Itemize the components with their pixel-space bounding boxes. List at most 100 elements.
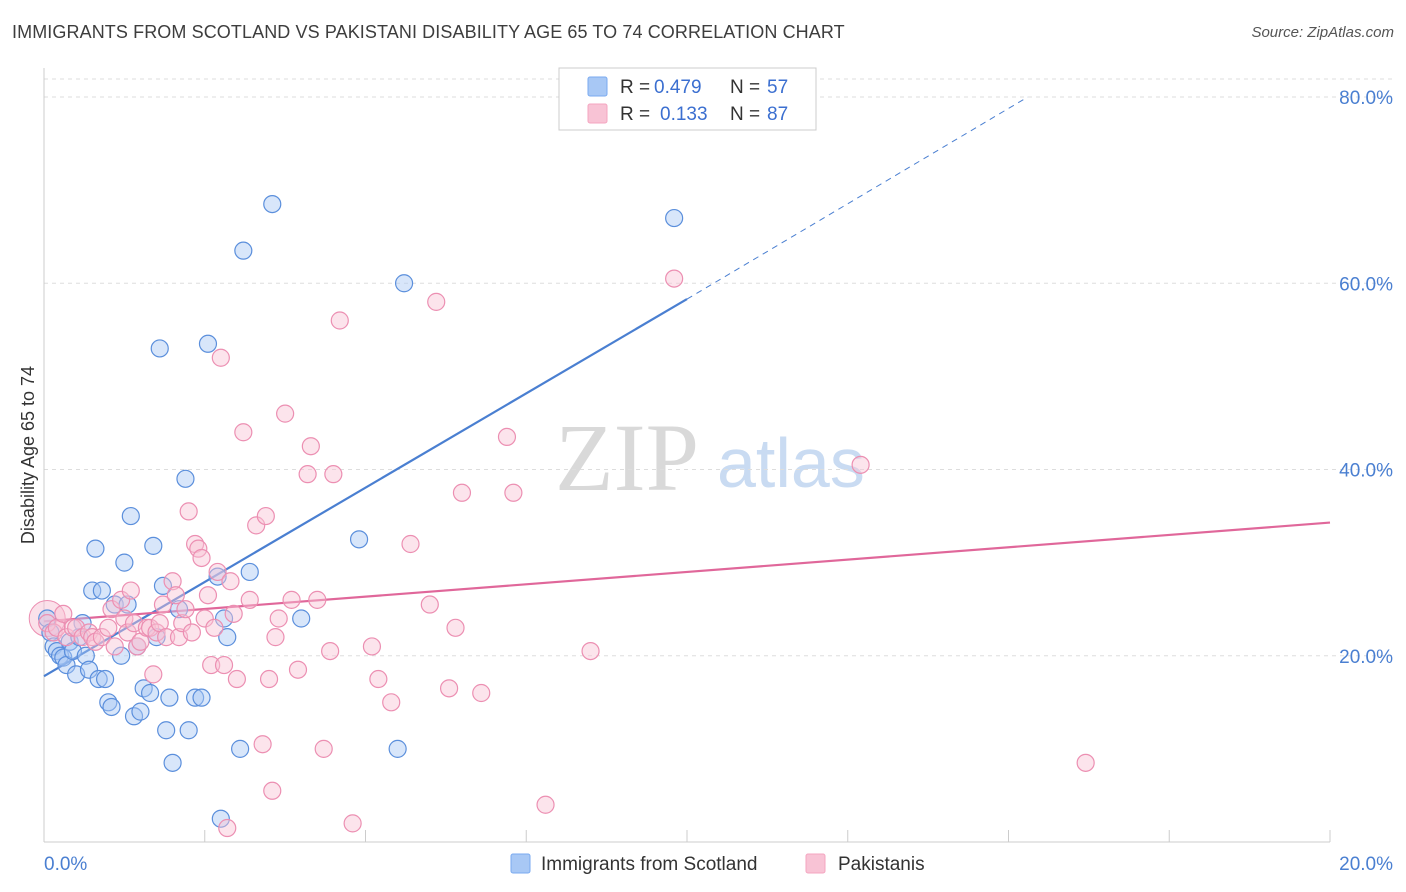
point-pakistanis <box>182 623 201 642</box>
point-scotland <box>186 688 205 707</box>
point-pakistanis <box>362 637 382 656</box>
point-pakistanis <box>211 348 230 367</box>
point-pakistanis <box>253 735 272 754</box>
point-pakistanis <box>54 604 73 623</box>
point-scotland <box>83 581 102 600</box>
point-pakistanis <box>308 590 327 609</box>
point-scotland <box>153 576 173 596</box>
point-pakistanis <box>166 586 185 605</box>
point-pakistanis <box>115 609 134 628</box>
point-pakistanis <box>288 660 308 679</box>
point-scotland <box>214 609 234 628</box>
point-scotland <box>121 506 140 526</box>
point-pakistanis <box>218 818 237 838</box>
point-scotland <box>240 562 259 582</box>
legend-n-value-scotland: 57 <box>767 77 788 98</box>
point-scotland <box>263 194 282 214</box>
legend-r-label-pakistanis: R = <box>620 104 650 125</box>
point-pakistanis <box>179 502 198 521</box>
point-pakistanis <box>38 614 57 633</box>
point-pakistanis <box>173 614 192 633</box>
point-pakistanis <box>112 590 131 609</box>
point-pakistanis <box>224 604 243 623</box>
point-pakistanis <box>163 572 182 591</box>
point-scotland <box>157 721 176 740</box>
point-pakistanis <box>452 483 472 502</box>
legend-n-label-pakistanis: N = <box>730 104 760 125</box>
point-pakistanis <box>227 669 246 689</box>
point-scotland <box>160 688 179 707</box>
point-scotland <box>349 530 369 549</box>
point-pakistanis <box>92 628 111 647</box>
point-pakistanis <box>263 781 282 800</box>
point-pakistanis <box>1076 753 1095 772</box>
point-scotland <box>234 241 253 260</box>
point-pakistanis <box>282 590 301 609</box>
point-pakistanis <box>176 600 195 619</box>
bottom-legend-label-scotland: Immigrants from Scotland <box>541 854 757 875</box>
point-pakistanis <box>427 292 446 311</box>
point-pakistanis <box>259 669 279 689</box>
watermark-zip: ZIP <box>555 404 699 511</box>
y-tick-label: 40.0% <box>1339 461 1393 482</box>
legend-swatch-scotland <box>587 76 608 97</box>
point-pakistanis <box>221 572 240 591</box>
legend-swatch-pakistanis <box>587 103 608 124</box>
legend-n-label-scotland: N = <box>730 77 760 98</box>
point-scotland <box>192 688 211 707</box>
point-pakistanis <box>324 465 343 484</box>
legend-r-value-pakistanis: 0.133 <box>660 104 708 125</box>
point-scotland <box>211 809 230 828</box>
point-pakistanis <box>144 665 163 684</box>
point-pakistanis <box>157 628 176 647</box>
point-scotland <box>218 628 237 647</box>
point-pakistanis <box>208 562 227 582</box>
point-pakistanis <box>369 669 388 689</box>
point-pakistanis <box>301 437 320 456</box>
point-scotland <box>140 683 160 703</box>
legend-r-value-scotland: 0.479 <box>654 77 702 98</box>
point-scotland <box>86 539 105 558</box>
point-scotland <box>176 469 195 488</box>
point-pakistanis <box>269 609 288 628</box>
point-pakistanis <box>205 618 224 637</box>
point-scotland <box>150 339 169 358</box>
trend-line-pakistanis <box>43 521 1331 623</box>
point-pakistanis <box>472 683 491 703</box>
point-scotland <box>102 697 121 717</box>
point-pakistanis <box>536 795 555 814</box>
point-pakistanis <box>240 590 259 609</box>
point-scotland <box>394 274 414 293</box>
point-pakistanis <box>118 623 137 642</box>
point-pakistanis <box>401 534 420 554</box>
point-scotland <box>388 739 407 758</box>
point-pakistanis <box>581 641 600 661</box>
point-pakistanis <box>851 455 870 474</box>
point-pakistanis <box>121 581 140 600</box>
point-pakistanis <box>234 423 253 442</box>
point-pakistanis <box>665 269 684 288</box>
point-pakistanis <box>195 609 214 628</box>
bottom-legend-swatch-scotland <box>510 853 531 874</box>
point-scotland <box>179 721 198 740</box>
point-scotland <box>665 208 684 228</box>
point-scotland <box>198 334 218 353</box>
point-pakistanis <box>276 404 295 423</box>
y-tick-label: 20.0% <box>1339 647 1393 668</box>
point-pakistanis <box>57 628 76 647</box>
point-pakistanis <box>420 595 439 614</box>
point-pakistanis <box>497 427 517 447</box>
legend-n-value-pakistanis: 87 <box>767 104 788 125</box>
point-pakistanis <box>247 516 266 535</box>
point-pakistanis <box>382 693 401 712</box>
axes: 20.0% 40.0% 60.0% 80.0% 0.0% 20.0% <box>43 68 1393 875</box>
legend-r-label-scotland: R = <box>620 77 650 98</box>
point-pakistanis <box>343 814 362 833</box>
point-scotland <box>131 702 150 721</box>
source-label: Source: ZipAtlas.com <box>1251 24 1394 41</box>
point-scotland <box>163 753 182 772</box>
legend: R = 0.479 N = 57 R = 0.133 N = 87 <box>558 67 817 131</box>
point-scotland <box>95 669 115 689</box>
data-points <box>28 194 1095 838</box>
point-pakistanis <box>102 600 121 619</box>
